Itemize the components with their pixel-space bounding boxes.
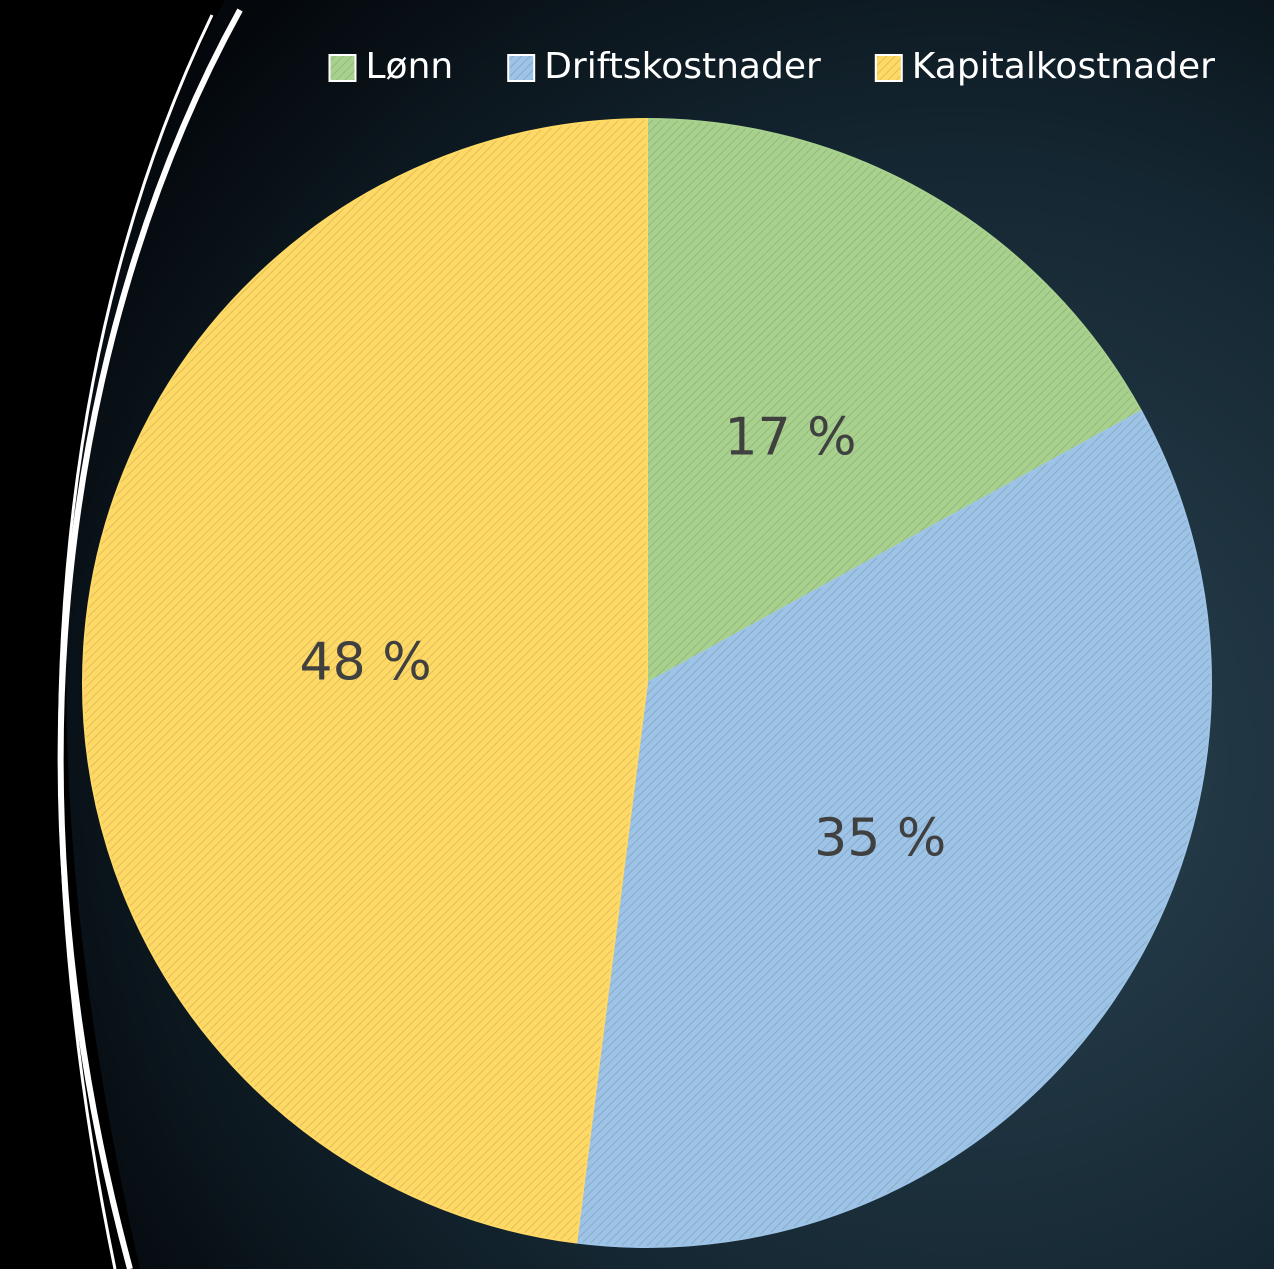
legend-label: Lønn [365,46,453,87]
legend-label: Kapitalkostnader [912,46,1215,87]
page: 17 % 35 % 48 % Lønn Driftskostnader Kapitalk… [0,0,1274,1269]
legend-swatch [508,55,534,81]
legend-swatch [329,55,355,81]
legend-label: Driftskostnader [544,46,821,87]
chart: 17 % 35 % 48 % Lønn Driftskostnader Kapitalk… [0,0,1274,1269]
data-label: 17 % [724,407,856,467]
legend-swatch [876,55,902,81]
data-label: 35 % [814,809,946,869]
pie: 17 % 35 % 48 % [83,119,1211,1247]
data-label: 48 % [300,632,432,692]
